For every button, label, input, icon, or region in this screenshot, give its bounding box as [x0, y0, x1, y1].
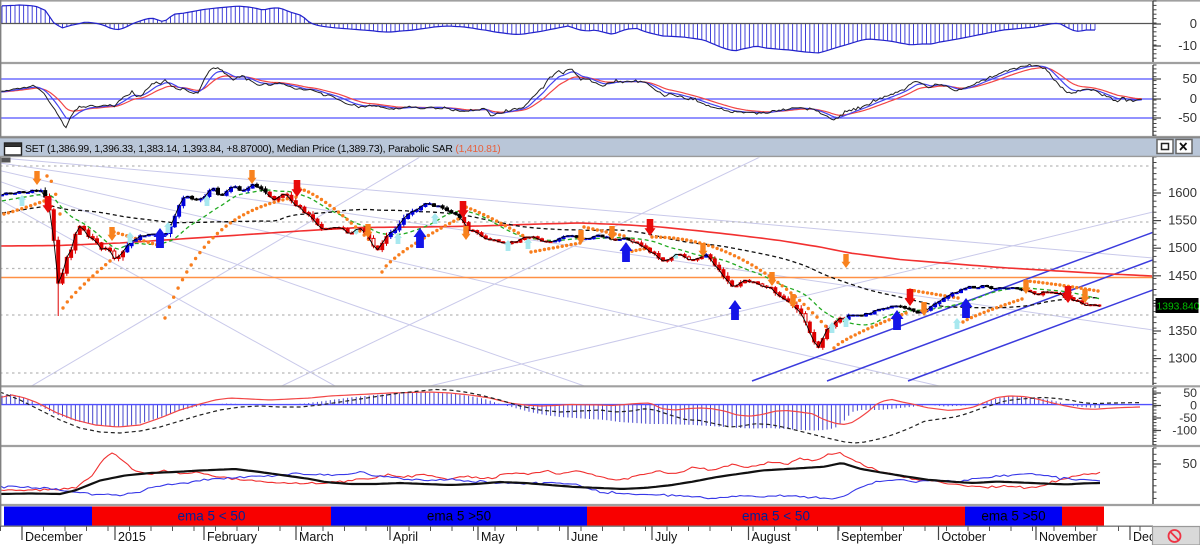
svg-text:0: 0: [1190, 91, 1197, 106]
svg-text:ema 5 < 50: ema 5 < 50: [742, 509, 810, 524]
svg-text:50: 50: [1183, 456, 1197, 471]
svg-text:-50: -50: [1179, 411, 1197, 425]
svg-text:-10: -10: [1178, 38, 1197, 53]
svg-text:1500: 1500: [1168, 240, 1197, 255]
svg-text:50: 50: [1183, 71, 1197, 86]
svg-text:2015: 2015: [118, 530, 146, 544]
svg-text:1300: 1300: [1168, 351, 1197, 366]
svg-text:Dec: Dec: [1133, 530, 1155, 544]
svg-text:ema 5 < 50: ema 5 < 50: [178, 509, 246, 524]
svg-text:May: May: [481, 530, 505, 544]
svg-text:February: February: [207, 530, 258, 544]
svg-text:September: September: [841, 530, 902, 544]
svg-text:March: March: [299, 530, 334, 544]
svg-text:SET (1,386.99, 1,396.33, 1,383: SET (1,386.99, 1,396.33, 1,383.14, 1,393…: [25, 144, 501, 155]
svg-text:1550: 1550: [1168, 213, 1197, 228]
svg-text:June: June: [571, 530, 598, 544]
svg-text:July: July: [655, 530, 678, 544]
svg-text:ema 5 >50: ema 5 >50: [981, 509, 1045, 524]
svg-text:August: August: [752, 530, 791, 544]
svg-text:0: 0: [1190, 399, 1197, 413]
svg-text:November: November: [1039, 530, 1097, 544]
svg-text:April: April: [393, 530, 418, 544]
svg-text:1393.840: 1393.840: [1157, 302, 1200, 313]
svg-text:October: October: [942, 530, 986, 544]
svg-text:-50: -50: [1178, 110, 1197, 125]
svg-text:50: 50: [1183, 386, 1197, 400]
svg-text:December: December: [25, 530, 83, 544]
svg-text:-100: -100: [1172, 424, 1197, 438]
svg-text:0: 0: [1190, 16, 1197, 31]
svg-text:1450: 1450: [1168, 268, 1197, 283]
svg-text:1600: 1600: [1168, 185, 1197, 200]
svg-text:1350: 1350: [1168, 323, 1197, 338]
svg-text:ema 5 >50: ema 5 >50: [427, 509, 491, 524]
